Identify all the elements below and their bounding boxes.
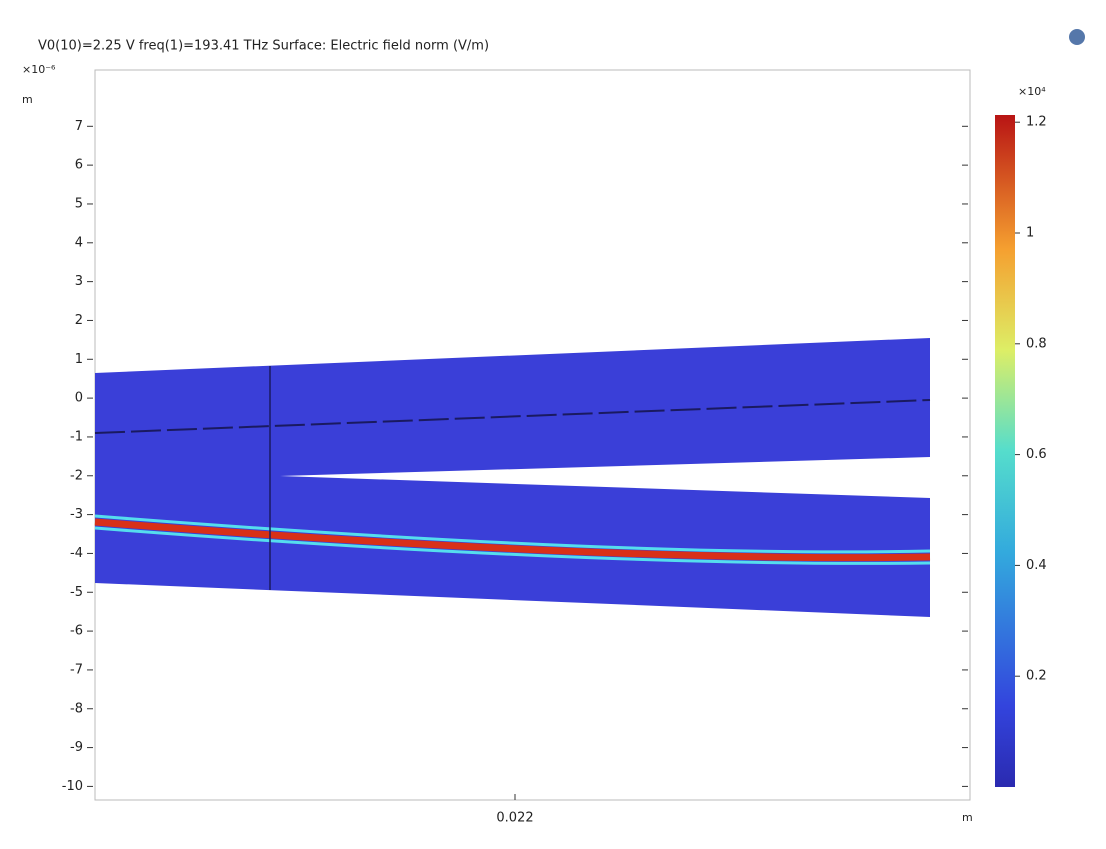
colorbar-scale-label: ×10⁴ [1018, 85, 1046, 98]
y-tick-label: -7 [70, 662, 83, 677]
y-tick-label: 3 [75, 274, 83, 289]
colorbar-tick-label: 0.4 [1026, 558, 1047, 573]
info-icon[interactable] [1069, 29, 1085, 45]
y-tick-label: -10 [62, 779, 83, 794]
y-tick-label: 7 [75, 119, 83, 134]
y-tick-label: 4 [75, 235, 83, 250]
plot-title: V0(10)=2.25 V freq(1)=193.41 THz Surface… [38, 39, 489, 54]
y-tick-label: 2 [75, 313, 83, 328]
colorbar [995, 115, 1015, 787]
y-tick-label: 6 [75, 158, 83, 173]
y-scale-label: ×10⁻⁶ [22, 63, 56, 76]
y-tick-label: 5 [75, 196, 83, 211]
colorbar-tick-label: 0.2 [1026, 669, 1047, 684]
colorbar-tick-label: 0.8 [1026, 336, 1047, 351]
y-tick-label: -6 [70, 624, 83, 639]
y-tick-label: -5 [70, 585, 83, 600]
colorbar-tick-label: 0.6 [1026, 447, 1047, 462]
y-tick-label: -9 [70, 740, 83, 755]
y-tick-label: -4 [70, 546, 83, 561]
y-unit: m [22, 93, 33, 106]
y-tick-label: -8 [70, 701, 83, 716]
field-mode-edge [94, 526, 931, 565]
colorbar-tick-label: 1.2 [1026, 115, 1047, 130]
x-unit: m [962, 811, 973, 824]
y-tick-label: 1 [75, 352, 83, 367]
x-tick-label: 0.022 [496, 811, 533, 826]
y-tick-label: -2 [70, 468, 83, 483]
interface-line [94, 399, 931, 434]
colorbar-tick-label: 1 [1026, 226, 1034, 241]
field-mode [94, 518, 931, 562]
y-tick-label: -1 [70, 429, 83, 444]
field-mode-edge [94, 514, 931, 554]
field-geometry [94, 338, 931, 617]
y-tick-label: 0 [75, 391, 83, 406]
waveguide [95, 338, 930, 617]
y-tick-label: -3 [70, 507, 83, 522]
